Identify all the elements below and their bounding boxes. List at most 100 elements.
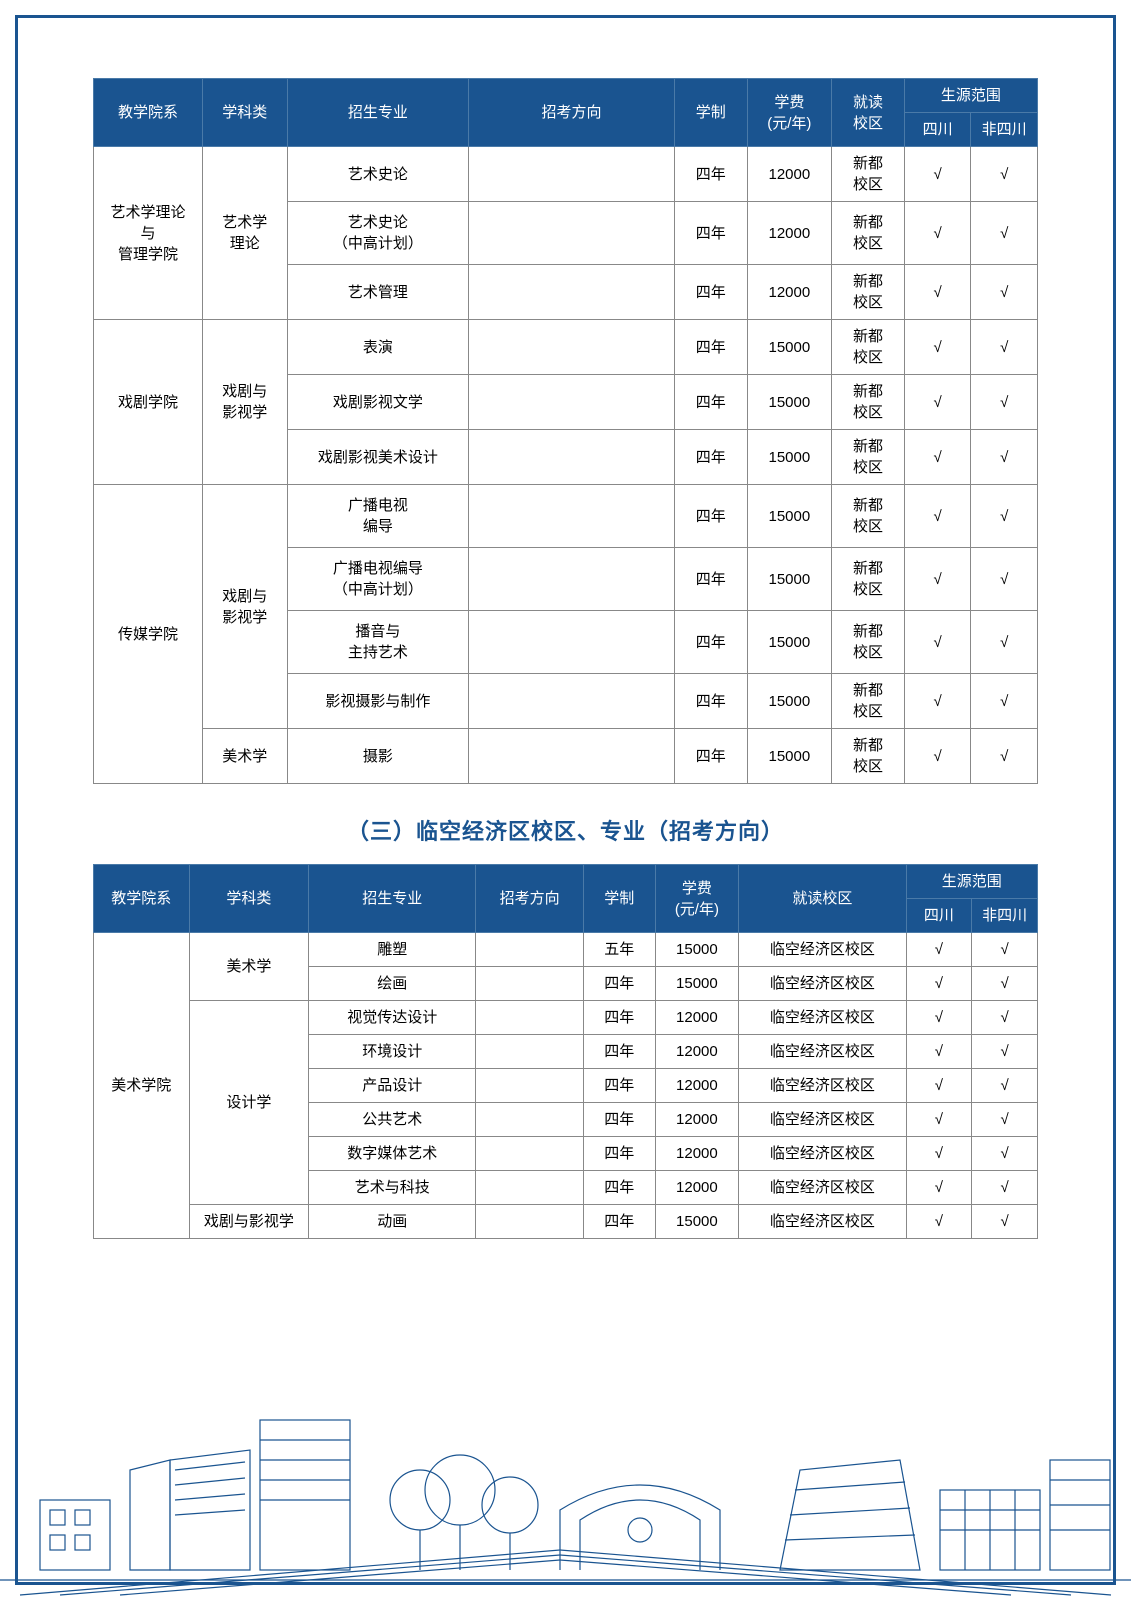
th-sichuan: 四川 xyxy=(904,113,971,147)
cell-major: 产品设计 xyxy=(309,1069,476,1103)
table-row: 戏剧学院戏剧与影视学表演四年15000新都校区√√ xyxy=(94,320,1038,375)
cell-nsc: √ xyxy=(971,202,1038,265)
cell-direction xyxy=(469,430,675,485)
cell-sc: √ xyxy=(904,548,971,611)
cell-duration: 四年 xyxy=(583,967,655,1001)
cell-duration: 四年 xyxy=(583,1103,655,1137)
cell-sc: √ xyxy=(904,202,971,265)
cell-campus: 新都校区 xyxy=(832,202,905,265)
cell-dept: 传媒学院 xyxy=(94,485,203,784)
cell-tuition: 15000 xyxy=(747,548,832,611)
cell-tuition: 15000 xyxy=(747,375,832,430)
cell-major: 艺术史论（中高计划） xyxy=(287,202,469,265)
cell-campus: 临空经济区校区 xyxy=(739,1069,906,1103)
cell-campus: 新都校区 xyxy=(832,611,905,674)
cell-major: 影视摄影与制作 xyxy=(287,674,469,729)
cell-direction xyxy=(469,265,675,320)
table-row: 艺术学理论与管理学院艺术学理论艺术史论四年12000新都校区√√ xyxy=(94,147,1038,202)
cell-duration: 四年 xyxy=(583,1069,655,1103)
cell-nsc: √ xyxy=(971,611,1038,674)
cell-direction xyxy=(469,548,675,611)
cell-category: 设计学 xyxy=(189,1001,308,1205)
cell-sc: √ xyxy=(904,674,971,729)
cell-dept: 艺术学理论与管理学院 xyxy=(94,147,203,320)
th-scope: 生源范围 xyxy=(904,79,1037,113)
cell-duration: 四年 xyxy=(674,265,747,320)
cell-sc: √ xyxy=(906,1069,972,1103)
admissions-table-2: 教学院系 学科类 招生专业 招考方向 学制 学费(元/年) 就读校区 生源范围 … xyxy=(93,864,1038,1239)
table-row: 美术学院美术学雕塑五年15000临空经济区校区√√ xyxy=(94,933,1038,967)
cell-major: 摄影 xyxy=(287,729,469,784)
th-category: 学科类 xyxy=(189,865,308,933)
th-dept: 教学院系 xyxy=(94,79,203,147)
cell-category: 戏剧与影视学 xyxy=(202,320,287,485)
cell-category: 美术学 xyxy=(189,933,308,1001)
cell-direction xyxy=(476,1001,584,1035)
cell-major: 环境设计 xyxy=(309,1035,476,1069)
cell-direction xyxy=(469,729,675,784)
cell-direction xyxy=(476,1103,584,1137)
cell-nsc: √ xyxy=(972,1205,1038,1239)
cell-major: 表演 xyxy=(287,320,469,375)
th-major: 招生专业 xyxy=(309,865,476,933)
th-campus: 就读校区 xyxy=(832,79,905,147)
cell-major: 绘画 xyxy=(309,967,476,1001)
cell-tuition: 15000 xyxy=(747,729,832,784)
cell-sc: √ xyxy=(904,375,971,430)
cell-campus: 新都校区 xyxy=(832,375,905,430)
cell-nsc: √ xyxy=(971,430,1038,485)
cell-major: 艺术管理 xyxy=(287,265,469,320)
cell-sc: √ xyxy=(904,485,971,548)
cell-direction xyxy=(469,674,675,729)
cell-direction xyxy=(476,1069,584,1103)
th-tuition: 学费(元/年) xyxy=(655,865,739,933)
th-sichuan: 四川 xyxy=(906,899,972,933)
section-title: （三）临空经济区校区、专业（招考方向） xyxy=(93,814,1038,846)
cell-sc: √ xyxy=(904,265,971,320)
cell-sc: √ xyxy=(904,611,971,674)
cell-duration: 四年 xyxy=(583,1001,655,1035)
cell-campus: 新都校区 xyxy=(832,485,905,548)
cell-campus: 临空经济区校区 xyxy=(739,967,906,1001)
th-category: 学科类 xyxy=(202,79,287,147)
cell-duration: 四年 xyxy=(674,430,747,485)
cell-tuition: 12000 xyxy=(655,1069,739,1103)
cell-tuition: 15000 xyxy=(655,967,739,1001)
cell-nsc: √ xyxy=(972,1001,1038,1035)
table-row: 传媒学院戏剧与影视学广播电视编导四年15000新都校区√√ xyxy=(94,485,1038,548)
cell-tuition: 12000 xyxy=(747,202,832,265)
th-major: 招生专业 xyxy=(287,79,469,147)
cell-major: 播音与主持艺术 xyxy=(287,611,469,674)
cell-campus: 临空经济区校区 xyxy=(739,1171,906,1205)
cell-nsc: √ xyxy=(972,1103,1038,1137)
th-duration: 学制 xyxy=(674,79,747,147)
cell-duration: 四年 xyxy=(583,1205,655,1239)
cell-category: 艺术学理论 xyxy=(202,147,287,320)
cell-sc: √ xyxy=(906,1137,972,1171)
cell-sc: √ xyxy=(904,430,971,485)
cell-campus: 新都校区 xyxy=(832,729,905,784)
cell-major: 戏剧影视美术设计 xyxy=(287,430,469,485)
th-dept: 教学院系 xyxy=(94,865,190,933)
th-campus: 就读校区 xyxy=(739,865,906,933)
cell-campus: 新都校区 xyxy=(832,265,905,320)
admissions-table-1: 教学院系 学科类 招生专业 招考方向 学制 学费(元/年) 就读校区 生源范围 … xyxy=(93,78,1038,784)
cell-sc: √ xyxy=(906,1035,972,1069)
cell-dept: 戏剧学院 xyxy=(94,320,203,485)
cell-nsc: √ xyxy=(972,1069,1038,1103)
cell-major: 视觉传达设计 xyxy=(309,1001,476,1035)
th-direction: 招考方向 xyxy=(476,865,584,933)
cell-sc: √ xyxy=(904,320,971,375)
cell-campus: 新都校区 xyxy=(832,548,905,611)
cell-nsc: √ xyxy=(971,375,1038,430)
cell-sc: √ xyxy=(906,1001,972,1035)
cell-duration: 四年 xyxy=(674,147,747,202)
table-row: 美术学摄影四年15000新都校区√√ xyxy=(94,729,1038,784)
cell-major: 动画 xyxy=(309,1205,476,1239)
cell-duration: 四年 xyxy=(674,202,747,265)
cell-sc: √ xyxy=(906,1171,972,1205)
cell-category: 戏剧与影视学 xyxy=(189,1205,308,1239)
th-non-sichuan: 非四川 xyxy=(971,113,1038,147)
cell-dept: 美术学院 xyxy=(94,933,190,1239)
cell-direction xyxy=(476,1035,584,1069)
